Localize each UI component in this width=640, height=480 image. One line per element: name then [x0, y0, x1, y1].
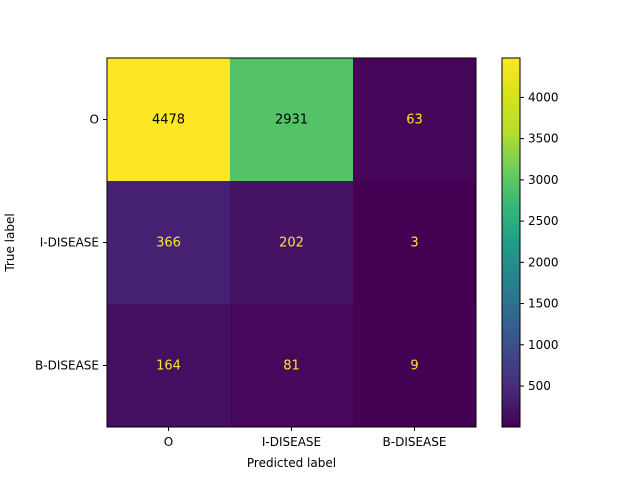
colorbar-tick-label: 4000 [528, 90, 559, 104]
colorbar: 500 1000 1500 2000 2500 3000 3500 4000 [501, 57, 559, 428]
heatmap-cells [107, 58, 477, 428]
x-tick-label: I-DISEASE [262, 435, 321, 449]
colorbar-tick-label: 3500 [528, 132, 559, 146]
cell-value-label: 3 [410, 236, 418, 251]
heatmap-cell [230, 181, 354, 305]
colorbar-tick-label: 3000 [528, 173, 559, 187]
colorbar-tick-label: 1000 [528, 338, 559, 352]
colorbar-tick-label: 500 [528, 379, 551, 393]
heatmap-cell [107, 58, 231, 182]
cell-value-label: 164 [156, 359, 181, 374]
y-axis-label: True label [3, 213, 17, 272]
heatmap-cell-labels: 4478 2931 63 366 202 3 164 81 9 [152, 113, 423, 374]
x-tick-label: B-DISEASE [383, 435, 447, 449]
colorbar-gradient [501, 57, 521, 428]
heatmap-cell [353, 181, 477, 305]
cell-value-label: 4478 [152, 113, 185, 128]
cell-value-label: 202 [279, 236, 304, 251]
colorbar-tick-label: 1500 [528, 297, 559, 311]
x-axis-label: Predicted label [247, 456, 336, 470]
cell-value-label: 9 [410, 359, 418, 374]
x-tick-label: O [164, 435, 173, 449]
colorbar-tick-label: 2000 [528, 255, 559, 269]
cell-value-label: 2931 [275, 113, 308, 128]
colorbar-ticks: 500 1000 1500 2000 2500 3000 3500 4000 [520, 90, 559, 393]
cell-value-label: 81 [283, 359, 300, 374]
y-tick-label: O [90, 113, 99, 127]
heatmap-cell [230, 304, 354, 428]
y-tick-label: I-DISEASE [40, 236, 99, 250]
heatmap-cell [353, 304, 477, 428]
cell-value-label: 63 [406, 113, 423, 128]
cell-value-label: 366 [156, 236, 181, 251]
colorbar-tick-label: 2500 [528, 214, 559, 228]
heatmap-cell [107, 181, 231, 305]
y-axis: O I-DISEASE B-DISEASE [35, 113, 107, 373]
heatmap-cell [107, 304, 231, 428]
y-tick-label: B-DISEASE [35, 359, 99, 373]
heatmap-cell [230, 58, 354, 182]
x-axis: O I-DISEASE B-DISEASE [164, 427, 447, 449]
heatmap-cell [353, 58, 477, 182]
